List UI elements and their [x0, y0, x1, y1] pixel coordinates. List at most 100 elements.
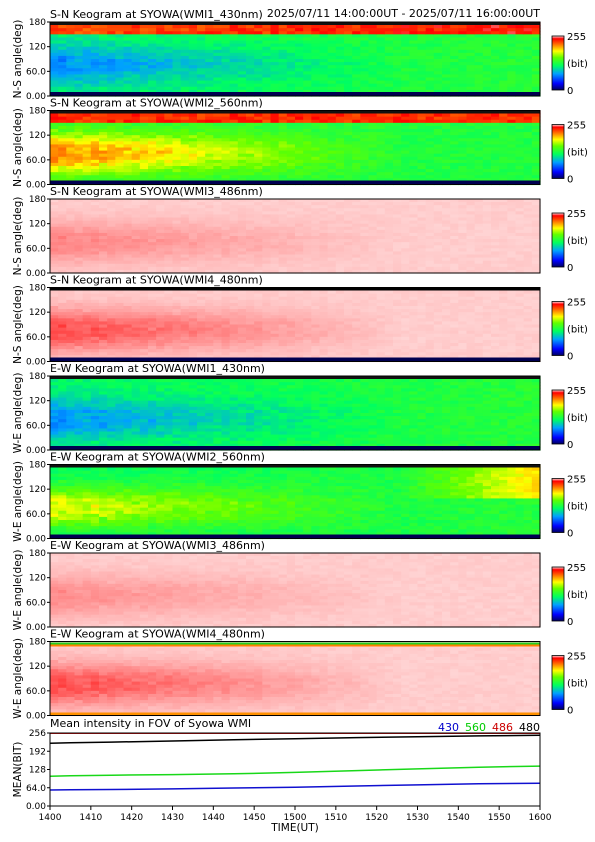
x-tick-label: 1540 — [447, 813, 470, 823]
colorbar-unit-label: (bit) — [567, 679, 588, 690]
colorbar-unit-label: (bit) — [567, 236, 588, 247]
panel-title: S-N Keogram at SYOWA(WMI2_560nm) — [50, 97, 263, 110]
bottom-edge — [50, 712, 540, 716]
y-tick-label: 0.00 — [26, 358, 46, 368]
heatmap-image — [50, 553, 541, 628]
legend-entry-486: 486 — [492, 721, 513, 734]
heatmap-image — [50, 641, 541, 717]
heatmap-image — [50, 22, 541, 97]
y-tick-label: 0.00 — [26, 181, 46, 191]
y-tick-label: 120 — [29, 131, 46, 141]
colorbar-max-label: 255 — [567, 121, 586, 132]
colorbar-unit-label: (bit) — [567, 413, 588, 424]
panel-title: E-W Keogram at SYOWA(WMI2_560nm) — [50, 451, 265, 464]
colorbar-max-label: 255 — [567, 386, 586, 397]
panel-title: S-N Keogram at SYOWA(WMI4_480nm) — [50, 274, 263, 287]
bottom-edge — [50, 446, 540, 450]
y-tick-label: 120 — [29, 220, 46, 230]
colorbar — [551, 655, 565, 710]
y-tick-label: 180 — [29, 372, 46, 382]
panel-title: E-W Keogram at SYOWA(WMI1_430nm) — [50, 362, 265, 375]
colorbar-unit-label: (bit) — [567, 590, 588, 601]
heatmap-image — [50, 199, 541, 274]
colorbar-min-label: 0 — [567, 617, 573, 628]
colorbar-unit-label: (bit) — [567, 325, 588, 336]
x-tick-label: 1450 — [243, 813, 266, 823]
panel-frame — [49, 464, 541, 539]
y-tick-label: 0.00 — [26, 92, 46, 102]
y-tick-label: 180 — [29, 107, 46, 117]
colorbar-unit-label: (bit) — [567, 148, 588, 159]
panel-frame — [49, 732, 541, 807]
top-edge — [50, 22, 540, 25]
y-axis-label: W-E angle(deg) — [12, 550, 24, 631]
top-edge — [50, 110, 540, 114]
y-tick-label: 128 — [29, 766, 46, 776]
legend-entry-560: 560 — [465, 721, 486, 734]
y-tick-label: 180 — [29, 195, 46, 205]
colorbar-min-label: 0 — [567, 175, 573, 186]
y-tick-label: 60.0 — [26, 687, 46, 697]
y-axis-label: N-S angle(deg) — [12, 108, 24, 187]
x-tick-label: 1400 — [39, 813, 62, 823]
keogram-panel-8: E-W Keogram at SYOWA(WMI4_480nm) 0.00 60.0… — [12, 628, 588, 722]
keogram-panel-4: S-N Keogram at SYOWA(WMI4_480nm) 0.00 60.0… — [12, 274, 588, 368]
y-tick-label: 120 — [29, 662, 46, 672]
x-tick-label: 1420 — [120, 813, 143, 823]
colorbar — [551, 124, 565, 179]
x-tick-label: 1520 — [365, 813, 388, 823]
colorbar-max-label: 255 — [567, 209, 586, 220]
colorbar — [551, 478, 565, 533]
panel-title: S-N Keogram at SYOWA(WMI3_486nm) — [50, 185, 263, 198]
legend-entry-480: 480 — [519, 721, 540, 734]
y-tick-label: 0.00 — [26, 446, 46, 456]
y-axis-label: W-E angle(deg) — [12, 638, 24, 719]
colorbar-min-label: 0 — [567, 86, 573, 97]
y-tick-label: 180 — [29, 461, 46, 471]
colorbar-min-label: 0 — [567, 706, 573, 717]
keogram-panel-3: S-N Keogram at SYOWA(WMI3_486nm) 0.00 60.0… — [12, 185, 588, 279]
y-tick-label: 60.0 — [26, 244, 46, 254]
y-tick-label: 60.0 — [26, 510, 46, 520]
x-tick-label: 1500 — [284, 813, 307, 823]
heatmap-image — [50, 287, 541, 363]
x-tick-label: 1530 — [406, 813, 429, 823]
x-tick-label: 1410 — [79, 813, 102, 823]
panel-frame — [49, 198, 541, 274]
keogram-panel-5: E-W Keogram at SYOWA(WMI1_430nm) 0.00 60.0… — [12, 362, 588, 456]
y-axis-label: N-S angle(deg) — [12, 285, 24, 364]
legend-entry-430: 430 — [438, 721, 459, 734]
y-tick-label: 120 — [29, 43, 46, 53]
keogram-panel-7: E-W Keogram at SYOWA(WMI3_486nm) 0.00 60.0… — [12, 539, 588, 633]
colorbar — [551, 212, 565, 268]
y-tick-label: 180 — [29, 638, 46, 648]
panel-title: E-W Keogram at SYOWA(WMI4_480nm) — [50, 628, 265, 641]
y-tick-label: 120 — [29, 308, 46, 318]
y-axis-label: N-S angle(deg) — [12, 197, 24, 276]
y-tick-label: 256 — [29, 729, 46, 739]
panel-frame — [49, 375, 541, 451]
time-range-header: 2025/07/11 14:00:00UT - 2025/07/11 16:00… — [267, 7, 540, 20]
colorbar-max-label: 255 — [567, 652, 586, 663]
y-tick-label: 180 — [29, 284, 46, 294]
top-edge-2 — [50, 644, 540, 647]
colorbar — [551, 566, 565, 622]
panel-frame — [49, 21, 541, 97]
panel-frame — [49, 110, 541, 185]
x-tick-label: 1550 — [488, 813, 511, 823]
x-axis-label: TIME(UT) — [270, 822, 319, 834]
y-tick-label: 180 — [29, 18, 46, 28]
panel-title: Mean intensity in FOV of Syowa WMI — [50, 717, 251, 730]
colorbar-max-label: 255 — [567, 475, 586, 486]
y-tick-label: 120 — [29, 397, 46, 407]
heatmap-image — [50, 464, 541, 540]
y-tick-label: 0.00 — [26, 802, 46, 812]
panel-title: S-N Keogram at SYOWA(WMI1_430nm) — [50, 8, 263, 21]
series-line-430 — [49, 782, 541, 791]
y-tick-label: 60.0 — [26, 156, 46, 166]
bottom-edge — [50, 180, 540, 185]
y-tick-label: 60.0 — [26, 333, 46, 343]
y-tick-label: 120 — [29, 574, 46, 584]
y-tick-label: 60.0 — [26, 421, 46, 431]
